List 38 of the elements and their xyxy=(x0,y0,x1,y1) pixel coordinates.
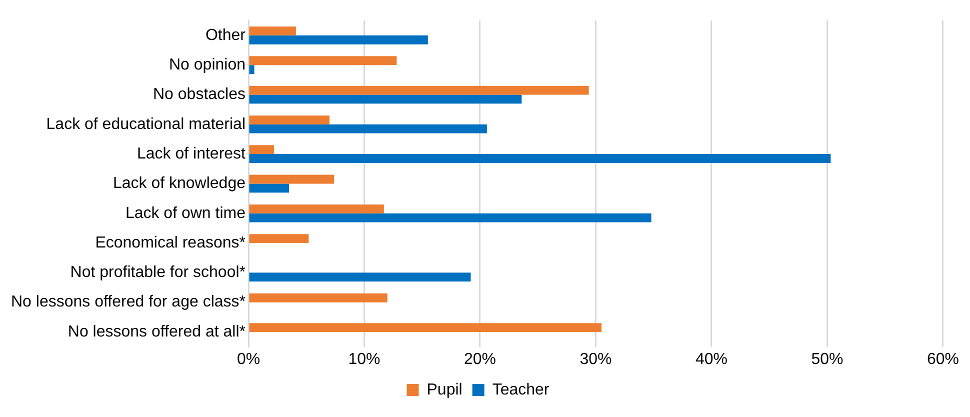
y-tick-label: Lack of interest xyxy=(137,145,246,162)
bar xyxy=(249,94,522,104)
y-tick-label: Lack of own time xyxy=(125,204,246,222)
bar xyxy=(249,115,330,124)
y-tick-label: No obstacles xyxy=(153,86,246,104)
x-tick-label: 10% xyxy=(348,350,380,368)
y-tick-label: No lessons offered for age class* xyxy=(11,294,246,311)
bar xyxy=(249,26,296,36)
y-tick-label: No opinion xyxy=(169,56,246,74)
bar xyxy=(249,124,487,134)
bar xyxy=(249,145,274,154)
y-tick-label: Other xyxy=(205,26,246,44)
x-tick-label: 40% xyxy=(695,350,728,368)
y-tick-label: Economical reasons* xyxy=(95,234,246,252)
bar xyxy=(249,293,388,302)
bar xyxy=(249,35,428,44)
bar xyxy=(249,234,309,244)
x-tick-label: 60% xyxy=(926,350,960,368)
bar xyxy=(249,184,290,193)
x-tick-label: 0% xyxy=(236,350,260,368)
bar xyxy=(249,213,652,222)
bar xyxy=(249,56,397,66)
y-tick-label: Lack of knowledge xyxy=(112,175,246,192)
bar xyxy=(249,86,589,95)
bar xyxy=(249,65,254,74)
legend-label: Pupil xyxy=(426,381,462,398)
x-tick-label: 50% xyxy=(811,350,844,368)
bar xyxy=(249,174,334,184)
bar xyxy=(249,154,831,163)
y-tick-label: No lessons offered at all* xyxy=(68,323,246,340)
x-tick-label: 20% xyxy=(464,350,496,368)
legend-label: Teacher xyxy=(492,381,550,398)
bar xyxy=(249,204,384,214)
y-tick-label: Lack of educational material xyxy=(46,116,246,133)
bar xyxy=(249,323,602,332)
bar xyxy=(249,272,471,282)
y-tick-label: Not profitable for school* xyxy=(70,264,246,282)
x-tick-label: 30% xyxy=(580,350,612,368)
